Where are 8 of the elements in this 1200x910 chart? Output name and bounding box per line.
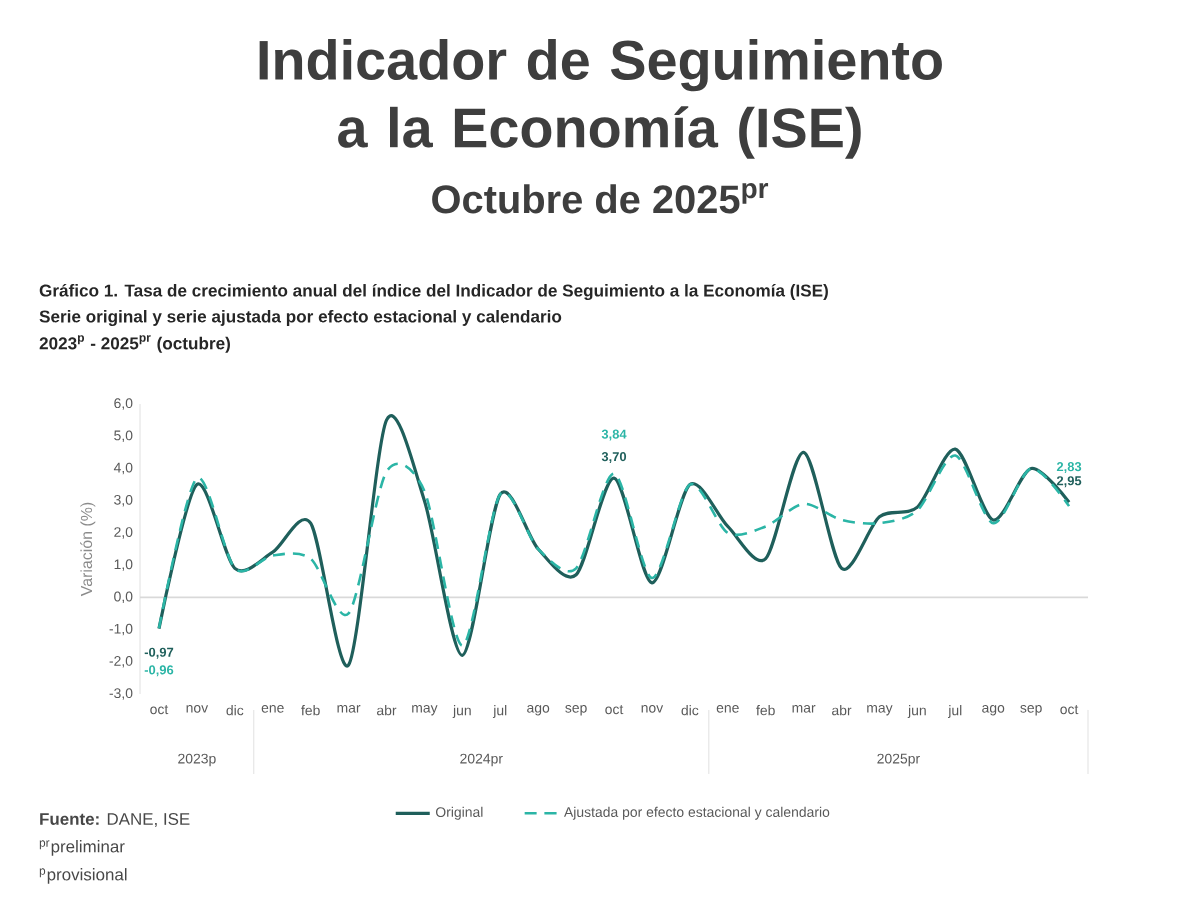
text: $^{p}$provisional (39, 868, 127, 884)
text: $^{pr}$preliminar (39, 840, 125, 856)
chart-subtitle: Octubre de 2025$^{pr}$ (432, 183, 769, 214)
text: Fuente: DANE, ISE (40, 813, 190, 827)
text: Serie original y serie ajustada por efecto estacional y calendario (39, 309, 562, 326)
text: 2023$^{p}$ - 2025$^{pr}$ (octubre) (39, 335, 230, 353)
chart-title: Indicador de Seguimiento a la Economía (ISE) (259, 39, 942, 159)
text: Gráfico 1. Tasa de crecimiento anual del índice del Indicador de Seguimiento a la Economía (ISE) (39, 283, 828, 301)
